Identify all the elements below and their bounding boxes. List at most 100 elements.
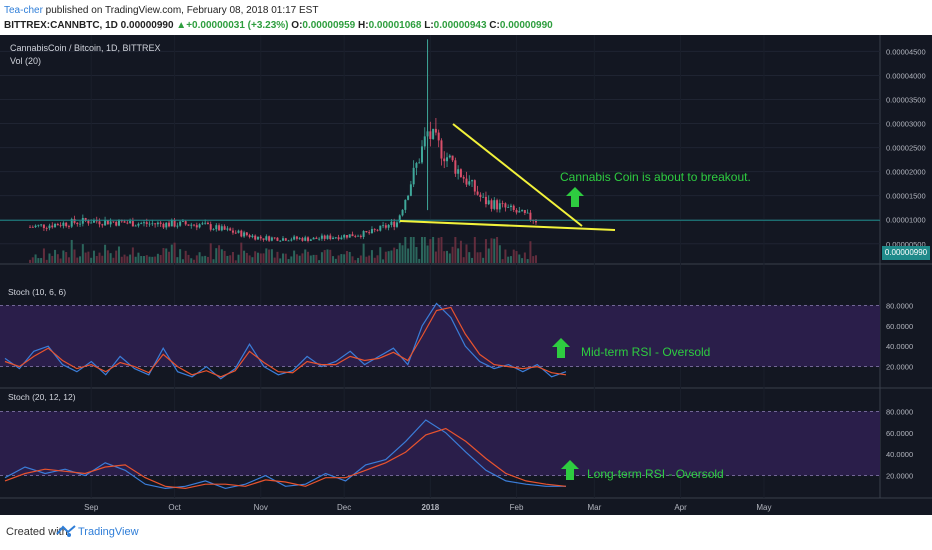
candle [407,194,410,201]
volume-bar [454,237,457,263]
main-pane-title: CannabisCoin / Bitcoin, 1D, BITTREX [10,43,161,53]
candle [148,221,151,227]
candle-body [451,155,454,161]
tradingview-brand[interactable]: TradingView [78,526,139,538]
candle-body [337,237,340,240]
candle-body [59,225,62,227]
candle-body [484,196,487,205]
volume-bar [376,255,379,263]
candle [509,203,512,211]
candle [67,224,70,229]
candle-body [412,167,415,185]
volume-bar [490,238,493,263]
volume-bar [101,255,104,263]
volume-bar [532,256,535,263]
candle [429,121,432,147]
volume-bar [345,251,348,263]
volume-bar [223,250,226,263]
volume-bar [407,248,410,263]
volume-bar [282,253,284,263]
chart-area[interactable]: 0.00000500 0.00001000 0.00001500 0.00002000… [0,35,932,515]
candle [29,225,32,228]
candle [140,221,143,225]
candle-body [87,220,90,224]
volume-bar [398,242,401,263]
candle [507,204,510,208]
candle-body [404,199,407,210]
candle [162,222,165,229]
volume-bar [443,251,446,263]
candle [376,229,379,232]
candle-body [112,221,115,223]
candle [48,223,51,231]
volume-bar [484,239,487,263]
volume-bar [393,247,396,263]
candle [412,160,415,188]
volume-bar [459,240,462,263]
volume-bar [401,245,404,263]
candle-body [187,224,190,226]
stoch1-tick-label: 60.0000 [886,322,913,331]
volume-bar [254,251,257,263]
volume-bar [209,243,212,263]
stoch1-up-arrow-icon [552,338,570,358]
volume-bar [496,237,499,263]
volume-bar [262,253,265,263]
volume-bar [287,259,290,263]
high-value: 0.00001068 [368,20,422,31]
candle [465,171,468,187]
volume-bar [412,237,415,263]
candle-body [459,169,462,178]
author-link[interactable]: Tea-cher [4,5,43,16]
volume-bar [323,250,326,263]
close-label: C: [489,20,500,31]
candle-body [384,225,387,228]
candle-body [37,224,40,226]
candle [318,237,321,241]
stoch2-d-line [4,427,567,490]
stoch1-pane [0,302,880,380]
up-arrow-icon: ▲ [176,20,187,31]
candle-body [448,155,451,158]
price-tick-label: 0.00000500 [886,240,926,249]
volume-bar [190,258,193,263]
candle-body [482,196,485,198]
candle [251,233,254,239]
volume-bar [518,254,521,263]
volume-bar [87,251,90,263]
price-tick-label: 0.00002000 [886,168,926,177]
candle [512,204,515,213]
candle-body [309,239,312,241]
candle [307,236,310,243]
volume-bar [251,257,254,263]
candle [351,231,354,237]
volume-bar [234,260,237,263]
candle [51,222,54,229]
candle [343,233,346,240]
candle [218,223,221,231]
chart-svg[interactable]: 0.00000500 0.00001000 0.00001500 0.00002000… [0,35,932,515]
candle [357,234,360,237]
candle [156,221,159,227]
volume-bar [90,257,93,263]
candle [273,237,276,240]
candle-body [370,229,373,234]
candle-body [429,131,432,139]
volume-bar [145,255,148,263]
candle [443,151,446,169]
candle [223,224,226,231]
candle [206,221,209,225]
candle [134,224,137,227]
candle-body [117,219,120,226]
candle [209,221,212,232]
candle [37,224,40,228]
low-value: 0.00000943 [433,20,487,31]
volume-bar [340,254,343,263]
candle [337,234,340,241]
candle-body [498,203,501,210]
candle-body [179,221,182,226]
candle [31,225,34,228]
volume-bar [440,237,443,263]
time-tick-label: Oct [168,503,181,512]
candle-body [65,222,68,227]
